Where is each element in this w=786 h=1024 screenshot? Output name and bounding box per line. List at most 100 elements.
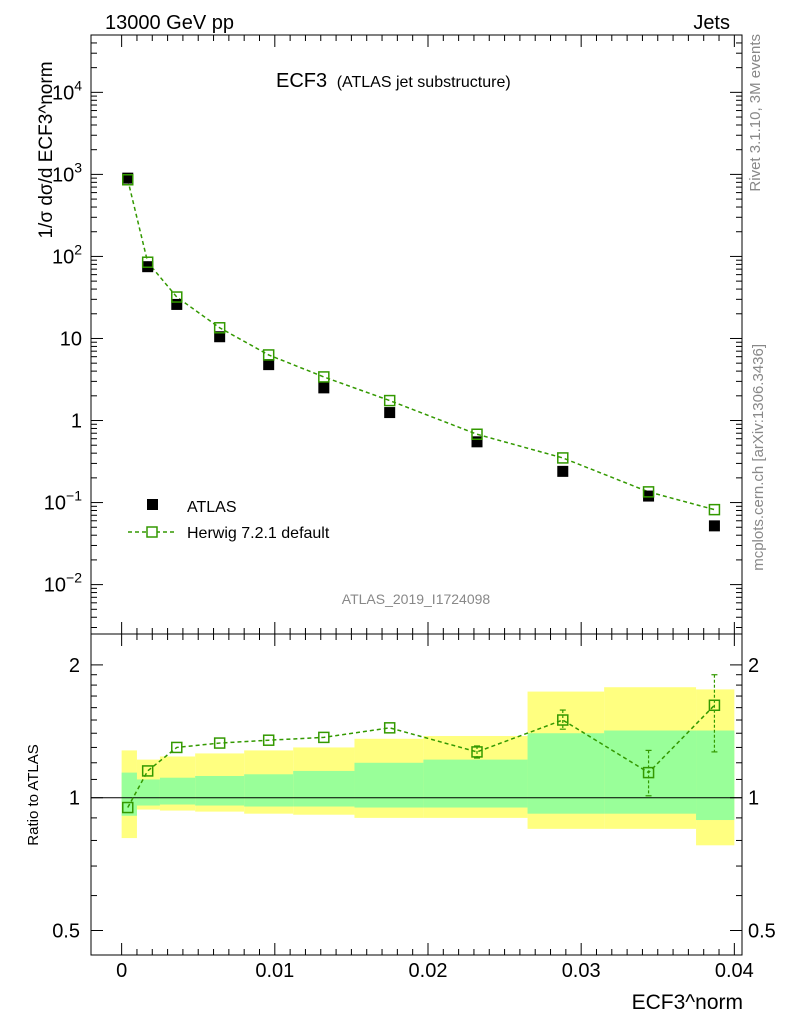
- ratio-series-line: [127, 704, 715, 808]
- main-y-tick-label: 10−1: [44, 488, 82, 515]
- ratio-y-axis-label: Ratio to ATLAS: [25, 744, 42, 845]
- data-point: [263, 359, 275, 371]
- data-point: [643, 490, 655, 502]
- ratio-axis-ticks: [91, 634, 742, 955]
- x-tick-label: 0.04: [715, 960, 754, 982]
- legend-data-marker: [147, 499, 158, 510]
- data-point: [122, 172, 134, 184]
- ratio-point: [318, 731, 330, 744]
- uncertainty-band-inner: [354, 762, 424, 808]
- mc-series-line: [127, 179, 715, 511]
- mc-point: [557, 452, 569, 464]
- main-axis-ticks: [91, 34, 742, 634]
- ratio-point: [383, 722, 396, 734]
- x-axis-label: ECF3^norm: [632, 991, 743, 1014]
- mc-point: [642, 486, 655, 498]
- mc-point: [122, 174, 134, 186]
- mc-point: [262, 349, 275, 361]
- plot-title: ECF3 (ATLAS jet substructure): [276, 70, 511, 92]
- ratio-y-tick-labels: 0.5 0.5 1 1 2 2: [52, 655, 776, 943]
- main-y-tick-label-exponent: −1: [66, 488, 82, 504]
- ratio-frame: [90, 633, 743, 956]
- header-process-label: Jets: [693, 12, 730, 34]
- main-y-tick-label-base: 1: [71, 411, 82, 433]
- ratio-point: [642, 766, 655, 779]
- main-y-tick-label-exponent: 3: [74, 159, 82, 175]
- uncertainty-band-inner: [696, 730, 735, 821]
- main-y-axis-label-text: 1/σ dσ/d ECF3^norm: [36, 61, 57, 238]
- main-y-tick-label-base: 10: [60, 328, 82, 350]
- rivet-info-label: Rivet 3.1.10, 3M events: [747, 34, 764, 192]
- uncertainty-band-inner: [195, 775, 245, 806]
- ratio-point: [557, 714, 569, 726]
- main-y-axis-label: 1/σ dσ/d ECF3^norm: [36, 61, 57, 238]
- mc-point: [171, 291, 183, 303]
- mc-point: [383, 394, 396, 407]
- x-tick-labels: 0 0.01 0.02 0.03 0.04: [116, 960, 754, 982]
- ratio-y-tick-label-right: 2: [748, 655, 759, 677]
- main-y-tick-label: 102: [52, 241, 82, 268]
- data-point: [318, 382, 330, 394]
- uncertainty-band-inner: [293, 770, 355, 807]
- uncertainty-band-inner: [244, 774, 294, 807]
- main-y-tick-label-base: 10: [52, 82, 74, 104]
- uncertainty-band-inner: [159, 777, 196, 805]
- mcplots-label: mcplots.cern.ch [arXiv:1306.3436]: [750, 344, 767, 571]
- mc-point: [708, 503, 721, 516]
- main-y-tick-label-exponent: 4: [74, 77, 82, 93]
- ratio-y-tick-label-right: 1: [748, 788, 759, 810]
- data-point: [708, 520, 720, 532]
- x-tick-label: 0.02: [409, 960, 448, 982]
- plot-title-main: ECF3: [276, 70, 327, 92]
- ratio-point: [262, 734, 275, 746]
- ratio-point: [471, 746, 483, 758]
- ratio-point: [141, 765, 154, 777]
- uncertainty-band-inner: [136, 779, 160, 806]
- main-y-tick-label: 10: [60, 328, 82, 350]
- legend-data-label: ATLAS: [187, 499, 237, 516]
- mc-point: [141, 256, 154, 268]
- uncertainty-band-inner: [527, 733, 605, 814]
- main-plot-area: [122, 172, 721, 532]
- ratio-panel: 0.5 0.5 1 1 2 2 0 0.01 0.02 0.03 0.04 Ratio to AT…: [25, 633, 776, 1014]
- main-y-tick-label-base: 10: [52, 246, 74, 268]
- mc-point: [471, 428, 483, 441]
- ratio-point: [708, 699, 721, 712]
- x-tick-label: 0: [116, 960, 127, 982]
- header-energy-label: 13000 GeV pp: [105, 12, 234, 34]
- ratio-y-tick-label-left: 1: [69, 788, 80, 810]
- main-y-tick-label: 10−2: [44, 570, 82, 597]
- legend-mc-marker: [146, 526, 158, 538]
- main-y-tick-label: 1: [71, 411, 82, 433]
- legend-mc-label: Herwig 7.2.1 default: [187, 525, 330, 542]
- data-point: [384, 407, 396, 419]
- ratio-point: [122, 801, 134, 814]
- main-frame: [90, 34, 743, 635]
- plot-subtitle: (ATLAS jet substructure): [337, 74, 511, 91]
- main-y-tick-label-exponent: −2: [66, 570, 82, 586]
- x-tick-label: 0.01: [255, 960, 294, 982]
- main-y-tick-label-exponent: 2: [74, 241, 82, 257]
- uncertainty-band-inner: [423, 759, 528, 808]
- ratio-y-tick-label-right: 0.5: [748, 921, 776, 943]
- x-tick-label: 0.03: [562, 960, 601, 982]
- data-point: [214, 331, 226, 343]
- main-y-tick-label-base: 10: [44, 575, 66, 597]
- legend: ATLAS Herwig 7.2.1 default: [128, 499, 330, 542]
- ratio-plot-area: [91, 674, 742, 846]
- data-point: [171, 298, 183, 310]
- analysis-id-label: ATLAS_2019_I1724098: [342, 591, 491, 607]
- main-y-tick-label-base: 10: [52, 164, 74, 186]
- ratio-y-tick-label-left: 2: [69, 655, 80, 677]
- ratio-point: [171, 741, 183, 754]
- main-y-tick-label: 104: [52, 77, 82, 104]
- data-point: [557, 465, 569, 477]
- main-y-tick-label-base: 10: [44, 493, 66, 515]
- mc-point: [213, 322, 226, 334]
- ratio-y-tick-label-left: 0.5: [52, 921, 80, 943]
- ratio-point: [213, 737, 226, 749]
- data-point: [471, 436, 483, 448]
